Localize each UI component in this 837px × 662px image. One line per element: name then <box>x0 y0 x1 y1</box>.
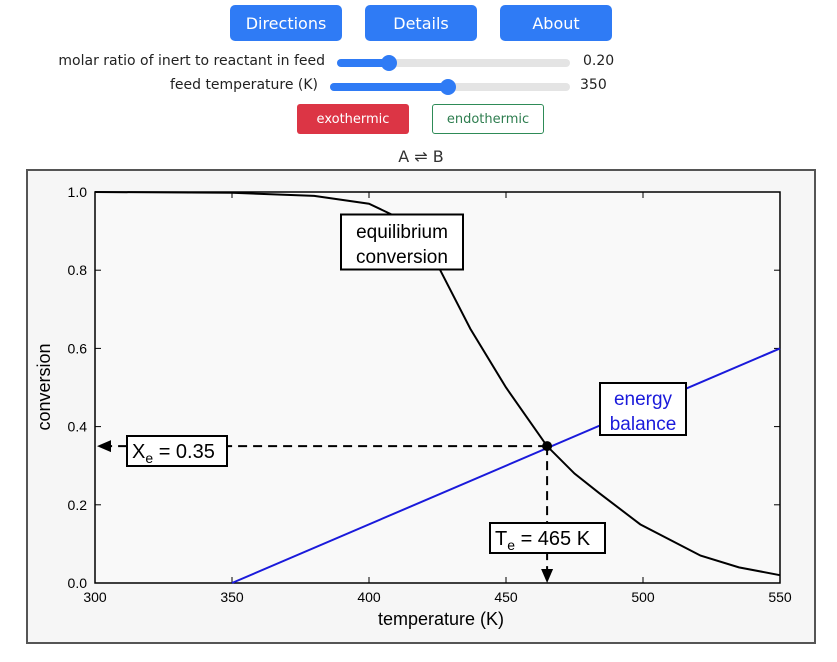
directions-button[interactable]: Directions <box>230 5 342 41</box>
x-tick-label: 300 <box>83 589 107 605</box>
annotation-box <box>489 522 606 554</box>
series-line <box>231 347 781 584</box>
slider-value: 0.20 <box>583 53 615 69</box>
annotation-text: = 0.35 <box>153 441 215 463</box>
label-box <box>599 382 687 436</box>
slider-label: feed temperature (K) <box>169 77 318 93</box>
annotation-symbol: X <box>132 441 145 463</box>
y-tick-label: 0.2 <box>68 497 88 513</box>
x-tick-label: 500 <box>631 589 655 605</box>
y-tick-label: 1.0 <box>68 184 88 200</box>
x-axis-label: temperature (K) <box>378 609 504 629</box>
arrow-head <box>541 569 554 583</box>
details-button[interactable]: Details <box>365 5 477 41</box>
x-tick-label: 450 <box>494 589 518 605</box>
series-line <box>94 191 781 577</box>
y-axis-label: conversion <box>34 343 54 430</box>
y-tick-label: 0.4 <box>68 419 88 435</box>
slider-value: 350 <box>580 77 607 93</box>
label-box <box>340 213 464 271</box>
annotation: Te = 465 K <box>495 528 591 553</box>
annotation-text: = 465 K <box>515 528 591 550</box>
x-tick-label: 400 <box>357 589 381 605</box>
series-label: equilibrium <box>356 222 448 243</box>
chart: temperature (K) conversion 300 350 400 450 5… <box>26 169 816 644</box>
reaction-title: A ⇌ B <box>398 147 444 166</box>
annotation: Xe = 0.35 <box>132 441 215 466</box>
series-label: conversion <box>356 247 448 268</box>
annotation-symbol: T <box>495 528 507 550</box>
annotation-subscript: e <box>507 537 515 553</box>
y-tick-label: 0.8 <box>68 262 88 278</box>
y-tick-label: 0.0 <box>68 575 88 591</box>
series-label: energy <box>614 389 673 410</box>
x-tick-label: 350 <box>220 589 244 605</box>
series-label: balance <box>610 414 677 435</box>
slider[interactable] <box>337 55 570 71</box>
annotation-subscript: e <box>145 450 153 466</box>
slider[interactable] <box>330 79 570 95</box>
x-tick-label: 550 <box>768 589 792 605</box>
exothermic-button[interactable]: exothermic <box>297 104 409 134</box>
endothermic-button[interactable]: endothermic <box>432 104 544 134</box>
y-tick-label: 0.6 <box>68 340 88 356</box>
annotation-box <box>126 435 228 467</box>
slider-label: molar ratio of inert to reactant in feed <box>58 53 325 69</box>
about-button[interactable]: About <box>500 5 612 41</box>
arrow-head <box>97 440 111 453</box>
intersection-point <box>542 441 553 452</box>
